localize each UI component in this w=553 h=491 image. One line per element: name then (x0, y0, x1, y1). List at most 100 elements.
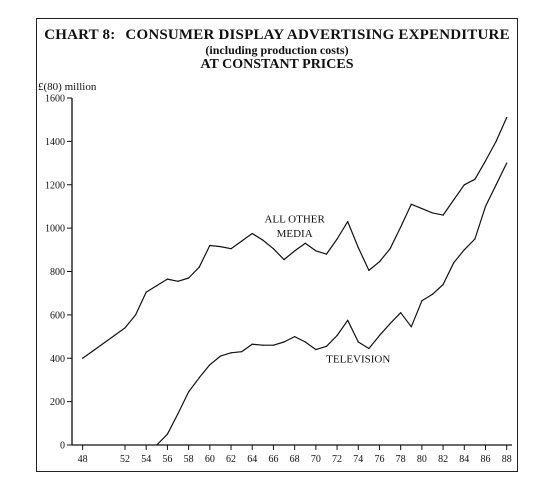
data-point (336, 334, 338, 337)
data-point (166, 433, 169, 435)
y-axis-unit-label: £(80) million (38, 81, 97, 93)
y-tick-label: 1200 (45, 180, 65, 191)
series-annotation: MEDIA (277, 228, 313, 240)
series-lines (82, 116, 508, 446)
data-point (145, 291, 147, 293)
data-point (283, 258, 285, 261)
data-point (304, 242, 306, 244)
data-point (188, 391, 190, 393)
data-point (410, 326, 412, 328)
data-point (198, 266, 200, 268)
data-point (463, 184, 465, 186)
x-tick-label: 62 (226, 454, 236, 465)
data-point (474, 238, 476, 240)
x-tick-label: 88 (502, 454, 512, 465)
y-tick-label: 1600 (45, 94, 65, 105)
data-point (272, 248, 275, 250)
data-point (177, 412, 179, 415)
data-point (357, 247, 359, 249)
data-point (484, 205, 487, 208)
data-point (198, 377, 200, 379)
data-point (262, 344, 264, 346)
data-point (166, 278, 169, 280)
data-point (495, 184, 497, 186)
data-point (368, 347, 370, 350)
data-point (442, 283, 444, 286)
data-point (230, 352, 232, 354)
x-tick-label: 86 (480, 454, 490, 465)
data-point (389, 248, 391, 250)
data-point (347, 319, 349, 321)
data-point (315, 348, 317, 351)
data-point (82, 357, 84, 359)
data-point (325, 345, 328, 347)
annotations: ALL OTHER MEDIA TELEVISION (264, 214, 390, 366)
x-tick-label: 66 (268, 454, 278, 465)
data-point (262, 239, 264, 241)
data-point (294, 335, 296, 338)
x-tick-label: 74 (353, 454, 363, 465)
data-point (410, 203, 412, 205)
data-point (135, 314, 137, 316)
data-point (421, 208, 423, 210)
x-tick-label: 56 (162, 454, 172, 465)
x-tick-label: 72 (332, 454, 342, 465)
data-point (336, 238, 338, 240)
data-point (357, 341, 359, 343)
data-point (219, 355, 222, 357)
data-point (219, 245, 222, 248)
x-tick-label: 78 (396, 454, 406, 465)
chart-frame: CHART 8: CONSUMER DISPLAY ADVERTISING EXP… (36, 18, 518, 472)
data-point (368, 269, 370, 272)
data-point (506, 162, 508, 164)
x-tick-label: 68 (290, 454, 300, 465)
x-tick-label: 64 (247, 454, 257, 465)
data-point (453, 262, 455, 264)
data-point (272, 344, 275, 346)
data-point (92, 350, 94, 352)
data-point (241, 240, 243, 242)
x-tick-label: 52 (120, 454, 130, 465)
data-point (209, 364, 211, 366)
x-tick-label: 84 (459, 454, 469, 465)
data-point (421, 300, 423, 302)
data-point (453, 199, 455, 201)
data-point (209, 244, 211, 247)
data-point (442, 214, 444, 216)
y-tick-label: 200 (50, 397, 65, 408)
y-tick-label: 1000 (45, 224, 65, 235)
y-tick-label: 400 (50, 354, 65, 365)
data-point (389, 322, 391, 325)
chart-subtitle: (including production costs) (205, 42, 349, 57)
x-tick-label: 70 (311, 454, 321, 465)
x-tick-label: 76 (374, 454, 384, 465)
chart-title: CHART 8: CONSUMER DISPLAY ADVERTISING EXP… (37, 27, 517, 44)
data-point (251, 343, 253, 345)
y-tick-label: 800 (50, 267, 65, 278)
data-point (124, 327, 126, 329)
data-point (400, 226, 402, 228)
data-point (188, 277, 190, 279)
x-tick-label: 60 (205, 454, 215, 465)
chart-title-line-3: AT CONSTANT PRICES (200, 56, 354, 72)
x-tick-label: 82 (438, 454, 448, 465)
data-point (378, 261, 381, 263)
y-tick-label: 600 (50, 310, 65, 321)
data-point (156, 444, 158, 446)
data-point (378, 334, 381, 337)
data-point (506, 116, 508, 119)
chart-title-main: CONSUMER DISPLAY ADVERTISING EXPENDITURE (125, 27, 510, 43)
data-point (495, 140, 497, 142)
data-point (251, 232, 253, 235)
data-point (230, 248, 232, 250)
data-point (431, 212, 434, 214)
data-point (400, 312, 402, 314)
data-point (283, 341, 285, 343)
data-point (241, 351, 243, 353)
data-point (474, 178, 476, 180)
data-point (484, 160, 487, 162)
series-annotation: TELEVISION (326, 354, 390, 366)
series-line-television (156, 162, 508, 446)
x-tick-label: 80 (417, 454, 427, 465)
